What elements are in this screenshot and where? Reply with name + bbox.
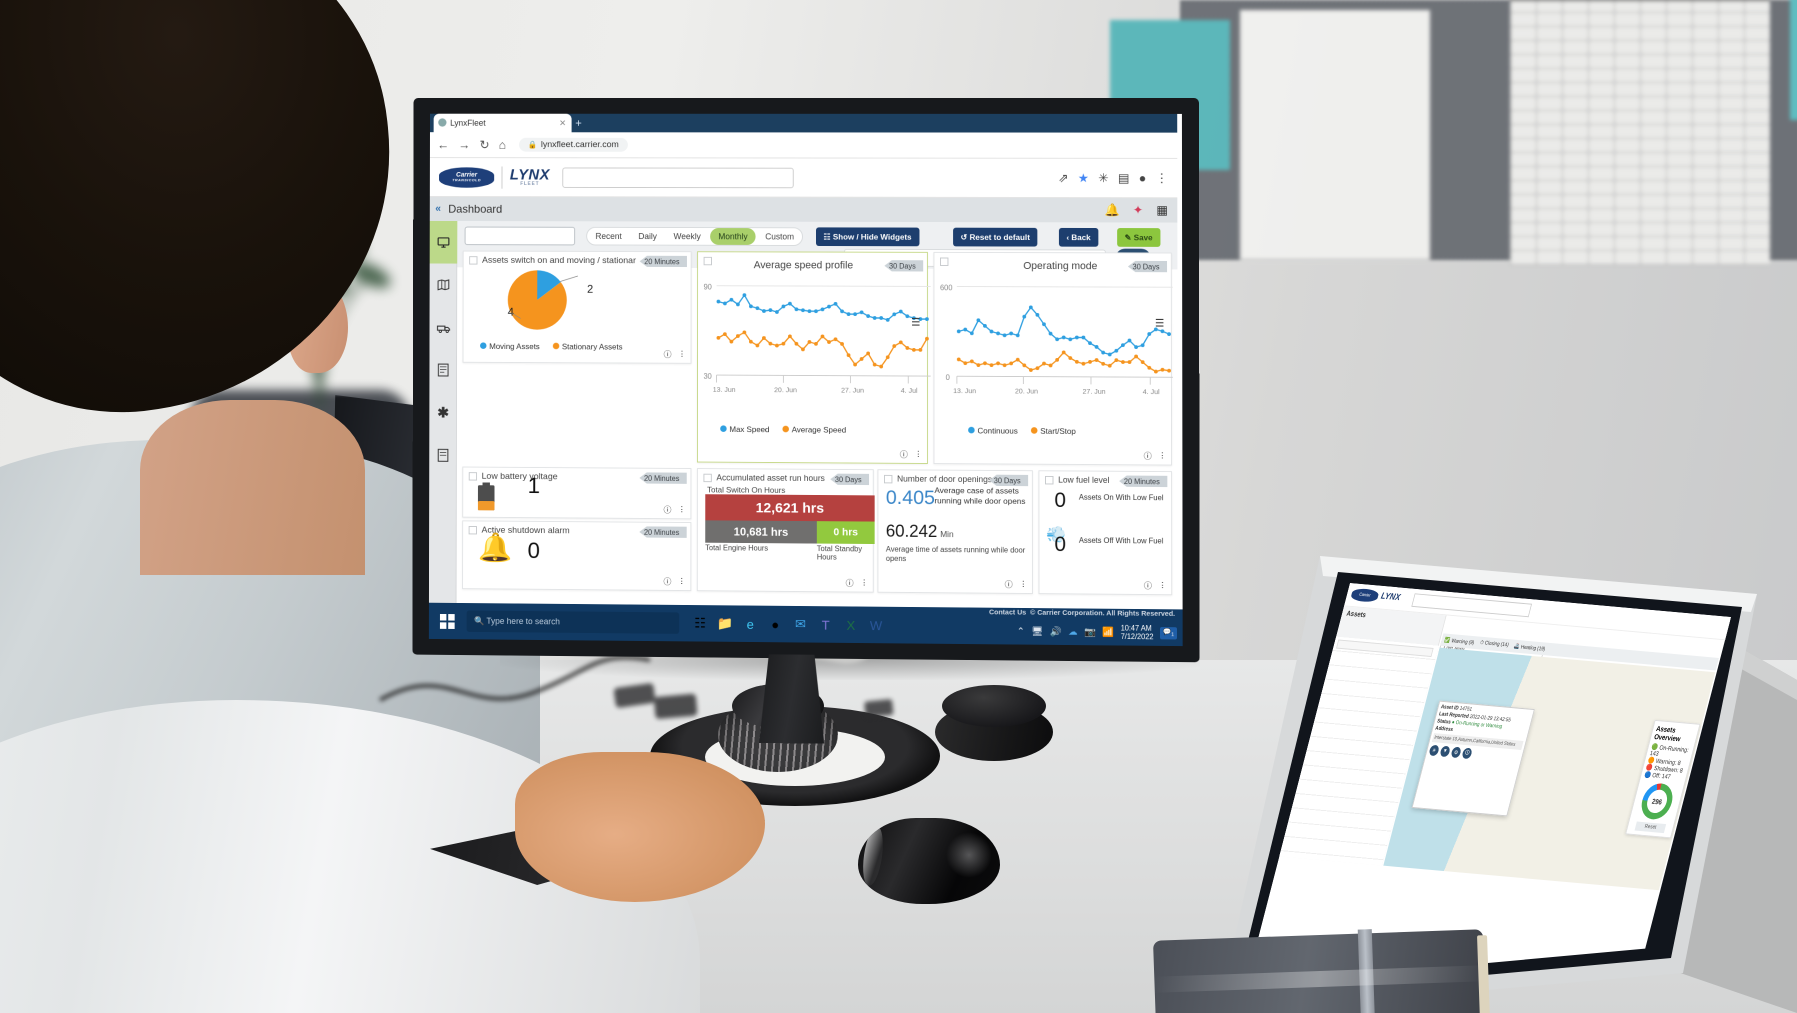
svg-text:0: 0: [946, 373, 950, 382]
svg-text:600: 600: [940, 283, 952, 292]
svg-text:20. Jun: 20. Jun: [1015, 388, 1038, 395]
svg-text:4. Jul: 4. Jul: [1143, 389, 1160, 396]
svg-text:13. Jun: 13. Jun: [953, 388, 976, 395]
svg-text:27. Jun: 27. Jun: [841, 387, 864, 394]
svg-text:20. Jun: 20. Jun: [774, 387, 797, 394]
svg-text:4. Jul: 4. Jul: [901, 388, 918, 395]
svg-text:90: 90: [704, 282, 712, 291]
svg-text:27. Jun: 27. Jun: [1083, 389, 1106, 396]
svg-text:30: 30: [704, 372, 712, 381]
svg-text:4: 4: [508, 307, 514, 319]
svg-text:13. Jun: 13. Jun: [713, 387, 736, 394]
svg-text:2: 2: [587, 284, 593, 296]
